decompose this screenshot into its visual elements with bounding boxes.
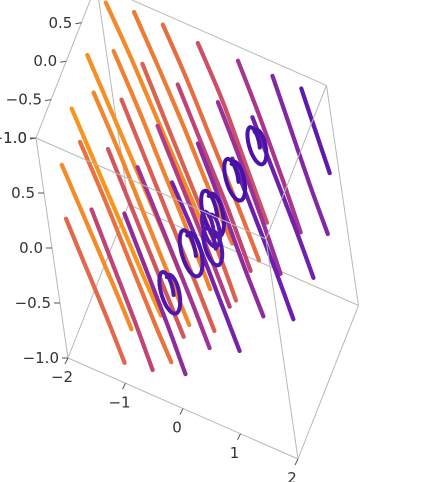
streamline-0 bbox=[103, 0, 205, 228]
box-edge-11 bbox=[325, 85, 359, 306]
y-tick-mark-1 bbox=[45, 99, 52, 102]
x-tick-mark-1 bbox=[122, 383, 126, 390]
streamlines-layer bbox=[59, 0, 332, 377]
vortex-loop-1 bbox=[177, 228, 205, 279]
z-tick-label-2: 0.0 bbox=[19, 239, 43, 257]
streamline-23 bbox=[169, 180, 242, 354]
z-tick-label-4: 1.0 bbox=[3, 129, 27, 147]
streamline-25 bbox=[89, 207, 155, 373]
streamline-11 bbox=[215, 100, 283, 276]
vortex-loop-0 bbox=[157, 270, 183, 316]
streamline-19 bbox=[59, 162, 134, 332]
box-edge-3 bbox=[130, 0, 327, 86]
streamline-17 bbox=[195, 141, 266, 319]
streamline-9 bbox=[140, 61, 239, 303]
z-tick-label-0: −1.0 bbox=[23, 349, 59, 367]
axis-ticks-layer: −2−1012−1.0−0.50.00.51.0−1.0−0.50.00.51.… bbox=[0, 14, 299, 482]
streamline-12 bbox=[250, 115, 316, 280]
x-tick-mark-2 bbox=[179, 408, 184, 415]
x-tick-label-2: 0 bbox=[172, 419, 182, 437]
box-edge-5 bbox=[297, 305, 359, 460]
streamline-24 bbox=[63, 216, 127, 365]
x-tick-mark-4 bbox=[294, 458, 299, 466]
y-tick-label-1: −0.5 bbox=[6, 91, 42, 109]
streamline-26 bbox=[122, 211, 188, 377]
box-edge-6 bbox=[35, 0, 91, 139]
z-tick-label-1: −0.5 bbox=[15, 294, 51, 312]
x-tick-label-3: 1 bbox=[230, 444, 240, 462]
streamline-2 bbox=[160, 22, 262, 263]
streamline-5 bbox=[270, 73, 330, 237]
streamline-21 bbox=[105, 146, 186, 339]
streamline-16 bbox=[155, 123, 232, 309]
bounding-box-front bbox=[35, 0, 359, 460]
streamline-13 bbox=[69, 106, 164, 318]
streamline-6 bbox=[299, 86, 332, 176]
x-tick-label-1: −1 bbox=[108, 393, 130, 411]
x-tick-mark-3 bbox=[237, 433, 241, 440]
x-tick-mark-0 bbox=[64, 357, 69, 365]
y-tick-label-0: −1.0 bbox=[0, 129, 27, 147]
y-tick-label-3: 0.5 bbox=[49, 14, 73, 32]
y-tick-label-2: 0.0 bbox=[33, 52, 57, 70]
y-tick-mark-2 bbox=[60, 60, 67, 63]
vortex-loop-3 bbox=[222, 156, 248, 203]
box-edge-2 bbox=[35, 137, 267, 240]
streamline-4 bbox=[235, 58, 303, 235]
y-tick-mark-3 bbox=[75, 22, 82, 25]
streamline-15 bbox=[119, 97, 217, 333]
box-edge-7 bbox=[265, 85, 327, 240]
streamline-18 bbox=[230, 156, 296, 322]
streamline-20 bbox=[77, 139, 174, 365]
box-edge-9 bbox=[265, 238, 299, 460]
streamline-3 bbox=[195, 40, 270, 225]
box-edge-10 bbox=[98, 0, 129, 205]
z-tick-label-3: 0.5 bbox=[11, 184, 35, 202]
streamline-10 bbox=[175, 82, 253, 273]
x-tick-label-0: −2 bbox=[51, 368, 73, 386]
vortex-loop-4 bbox=[245, 125, 269, 167]
streamline-22 bbox=[135, 165, 212, 351]
x-tick-label-4: 2 bbox=[287, 469, 297, 482]
